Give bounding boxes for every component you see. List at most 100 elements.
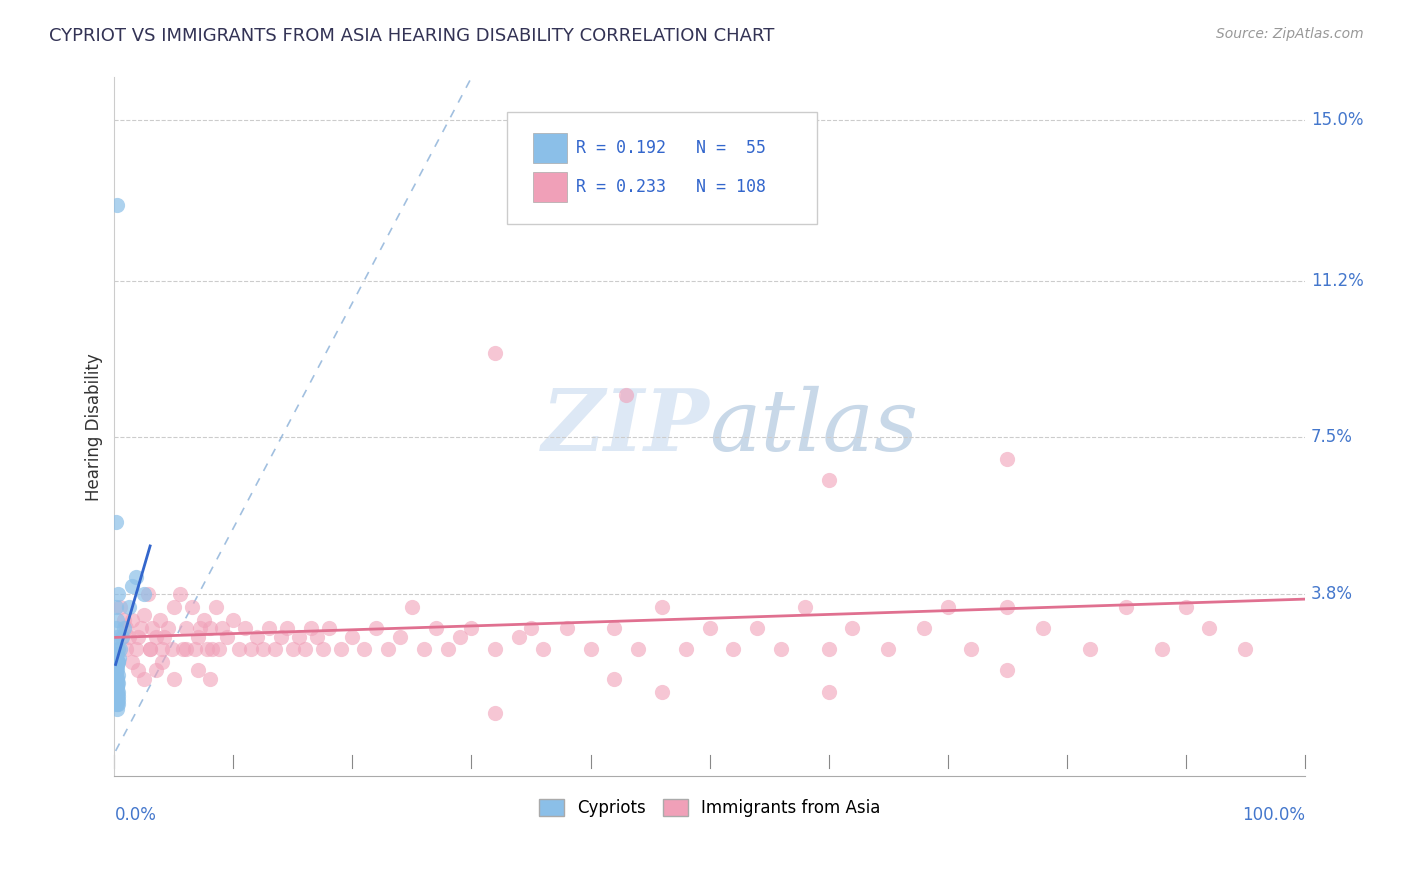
Point bbox=[211, 621, 233, 635]
Point bbox=[638, 155, 661, 169]
Point bbox=[614, 388, 637, 402]
Point bbox=[105, 689, 128, 703]
Point bbox=[145, 664, 167, 678]
Point bbox=[484, 706, 506, 720]
Text: CYPRIOT VS IMMIGRANTS FROM ASIA HEARING DISABILITY CORRELATION CHART: CYPRIOT VS IMMIGRANTS FROM ASIA HEARING … bbox=[49, 27, 775, 45]
Text: 100.0%: 100.0% bbox=[1241, 806, 1305, 824]
Point bbox=[579, 642, 602, 657]
Point bbox=[104, 638, 127, 652]
Point bbox=[675, 642, 697, 657]
Point bbox=[1032, 621, 1054, 635]
Point bbox=[174, 621, 197, 635]
Point bbox=[555, 621, 578, 635]
Y-axis label: Hearing Disability: Hearing Disability bbox=[86, 353, 103, 500]
Point bbox=[125, 642, 148, 657]
Point bbox=[305, 630, 328, 644]
Point bbox=[104, 650, 127, 665]
Point bbox=[105, 672, 128, 686]
Point bbox=[104, 659, 127, 673]
Point bbox=[104, 684, 127, 698]
Point bbox=[104, 664, 127, 678]
Point bbox=[187, 630, 209, 644]
Point bbox=[603, 621, 626, 635]
Point bbox=[104, 693, 127, 707]
Point bbox=[156, 621, 179, 635]
Point bbox=[105, 693, 128, 707]
Text: Source: ZipAtlas.com: Source: ZipAtlas.com bbox=[1216, 27, 1364, 41]
Point bbox=[188, 621, 211, 635]
Point bbox=[104, 621, 127, 635]
Point bbox=[995, 664, 1018, 678]
Point bbox=[141, 621, 163, 635]
Point bbox=[252, 642, 274, 657]
Text: 7.5%: 7.5% bbox=[1310, 428, 1353, 447]
Point bbox=[222, 613, 245, 627]
FancyBboxPatch shape bbox=[508, 112, 817, 224]
Point bbox=[449, 630, 471, 644]
Point bbox=[105, 701, 128, 715]
Point bbox=[747, 621, 769, 635]
Point bbox=[877, 642, 900, 657]
Point bbox=[651, 684, 673, 698]
Point bbox=[107, 676, 129, 690]
Point bbox=[134, 587, 156, 601]
Point bbox=[294, 642, 316, 657]
Point bbox=[107, 655, 129, 669]
Point bbox=[134, 672, 156, 686]
Point bbox=[723, 642, 745, 657]
Point bbox=[995, 451, 1018, 466]
Text: ZIP: ZIP bbox=[541, 385, 710, 468]
Point bbox=[163, 599, 186, 614]
Point bbox=[246, 630, 269, 644]
Point bbox=[105, 630, 128, 644]
Point bbox=[105, 613, 128, 627]
Point bbox=[121, 579, 143, 593]
Point bbox=[936, 599, 959, 614]
Point bbox=[912, 621, 935, 635]
Point bbox=[208, 642, 231, 657]
Point bbox=[121, 655, 143, 669]
Point bbox=[627, 642, 650, 657]
Point bbox=[125, 570, 148, 584]
Point bbox=[193, 613, 215, 627]
Point bbox=[204, 599, 226, 614]
Point bbox=[172, 642, 194, 657]
Point bbox=[508, 630, 530, 644]
Point bbox=[163, 672, 186, 686]
Point bbox=[174, 642, 197, 657]
Point bbox=[195, 642, 218, 657]
Point bbox=[112, 613, 135, 627]
Point bbox=[1080, 642, 1102, 657]
Point bbox=[1150, 642, 1173, 657]
Point bbox=[160, 642, 183, 657]
Point bbox=[817, 642, 839, 657]
Point bbox=[1174, 599, 1197, 614]
Text: R = 0.233   N = 108: R = 0.233 N = 108 bbox=[576, 178, 766, 196]
Point bbox=[198, 672, 221, 686]
Point bbox=[110, 599, 132, 614]
Point bbox=[150, 655, 173, 669]
Point bbox=[817, 684, 839, 698]
Point bbox=[198, 621, 221, 635]
Point bbox=[318, 621, 340, 635]
Point bbox=[105, 684, 128, 698]
Point bbox=[105, 681, 128, 695]
Text: 3.8%: 3.8% bbox=[1310, 585, 1353, 603]
Point bbox=[107, 693, 129, 707]
Point bbox=[484, 642, 506, 657]
Point bbox=[425, 621, 447, 635]
Text: R = 0.192   N =  55: R = 0.192 N = 55 bbox=[576, 139, 766, 157]
Point bbox=[603, 672, 626, 686]
Point bbox=[841, 621, 863, 635]
Point bbox=[995, 599, 1018, 614]
Point bbox=[651, 599, 673, 614]
Point bbox=[377, 642, 399, 657]
Point bbox=[281, 642, 304, 657]
Point bbox=[104, 681, 127, 695]
Point bbox=[389, 630, 412, 644]
Point bbox=[153, 630, 176, 644]
Point bbox=[104, 667, 127, 681]
Point bbox=[112, 621, 135, 635]
Point bbox=[104, 693, 127, 707]
Point bbox=[401, 599, 423, 614]
